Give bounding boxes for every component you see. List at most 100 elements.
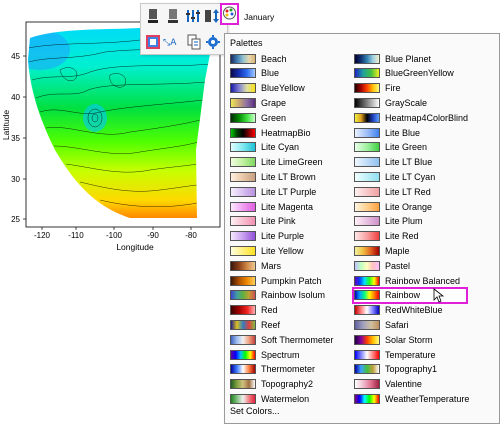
- palette-item[interactable]: Lite Pink: [230, 215, 296, 228]
- palette-swatch: [354, 171, 380, 182]
- palette-item[interactable]: BlueYellow: [230, 82, 305, 95]
- palette-item[interactable]: WeatherTemperature: [354, 392, 469, 405]
- palette-item[interactable]: Lite Magenta: [230, 200, 313, 213]
- palette-label: Lite LT Red: [385, 186, 431, 197]
- palette-label: Lite Yellow: [261, 245, 304, 256]
- palette-item[interactable]: Rainbow Isolum: [230, 289, 325, 302]
- palette-item[interactable]: Lite LT Purple: [230, 185, 316, 198]
- palette-item[interactable]: Mars: [230, 259, 281, 272]
- palette-item[interactable]: Red: [230, 304, 278, 317]
- svg-text:⤡A: ⤡A: [163, 38, 177, 48]
- x-tick-label: -120: [34, 231, 51, 240]
- palette-label: Temperature: [385, 349, 436, 360]
- palette-item[interactable]: RedWhiteBlue: [354, 304, 443, 317]
- palette-swatch: [230, 97, 256, 108]
- palette-item[interactable]: Lite Green: [354, 141, 427, 154]
- palette-label: Lite Purple: [261, 231, 305, 242]
- palette-item[interactable]: Topography2: [230, 378, 313, 391]
- palette-item[interactable]: Thermometer: [230, 363, 315, 376]
- copy-format-icon[interactable]: [185, 33, 202, 50]
- palette-item[interactable]: Topography1: [354, 363, 437, 376]
- palette-swatch: [230, 305, 256, 316]
- set-colors-menu-item[interactable]: Set Colors...: [230, 406, 280, 416]
- palette-swatch: [230, 275, 256, 286]
- palette-swatch: [230, 319, 256, 330]
- palette-label: Blue: [261, 68, 280, 79]
- palette-label: Topography1: [385, 364, 438, 375]
- palette-swatch: [230, 231, 256, 242]
- label-icon[interactable]: ⤡A: [163, 33, 180, 50]
- palette-swatch: [354, 83, 380, 94]
- palette-swatch: [354, 334, 380, 345]
- color-map-icon[interactable]: [144, 33, 161, 50]
- x-axis-title: Longitude: [116, 242, 154, 252]
- settings-icon[interactable]: [204, 33, 221, 50]
- palette-item[interactable]: Lite Orange: [354, 200, 432, 213]
- y-tick-label: 40: [11, 93, 20, 102]
- palette-label: Lite Green: [385, 142, 428, 153]
- palette-item-selected[interactable]: Rainbow: [352, 286, 468, 304]
- palette-item[interactable]: Lite Cyan: [230, 141, 299, 154]
- palette-label: Lite Pink: [261, 216, 296, 227]
- palette-swatch: [230, 290, 256, 301]
- palette-item[interactable]: Watermelon: [230, 392, 309, 405]
- palette-label: Rainbow Balanced: [385, 275, 461, 286]
- palette-item[interactable]: Safari: [354, 318, 409, 331]
- palette-item[interactable]: Temperature: [354, 348, 436, 361]
- palette-swatch: [230, 393, 256, 404]
- x-tick-label: -110: [68, 231, 84, 240]
- palette-item[interactable]: Lite Plum: [354, 215, 423, 228]
- palette-item[interactable]: Rainbow Balanced: [354, 274, 460, 287]
- palette-button[interactable]: [220, 3, 239, 25]
- palette-item[interactable]: Lite LT Red: [354, 185, 431, 198]
- palette-item[interactable]: Fire: [354, 82, 401, 95]
- palette-item[interactable]: Lite LT Blue: [354, 156, 432, 169]
- palette-swatch: [354, 305, 380, 316]
- palette-item[interactable]: Lite LimeGreen: [230, 156, 323, 169]
- palette-item[interactable]: Lite Purple: [230, 230, 304, 243]
- palette-item[interactable]: Maple: [354, 244, 410, 257]
- palette-label: Lite LT Brown: [261, 171, 316, 182]
- palette-item[interactable]: Heatmap4ColorBlind: [354, 111, 468, 124]
- palette-item[interactable]: Soft Thermometer: [230, 333, 333, 346]
- palette-item[interactable]: Lite Yellow: [230, 244, 304, 257]
- scale-icon[interactable]: [203, 7, 220, 24]
- palette-item[interactable]: Lite Blue: [354, 126, 420, 139]
- palette-item[interactable]: Reef: [230, 318, 280, 331]
- palette-menu: Palettes Set Colors... Beach Blue BlueYell…: [224, 33, 500, 424]
- contour-plot[interactable]: -120 -110 -100 -90 -80 45 40 35 30 25 Lo…: [0, 0, 230, 260]
- palette-item[interactable]: Lite LT Cyan: [354, 170, 435, 183]
- levels-icon[interactable]: [184, 7, 201, 24]
- palette-item[interactable]: GrayScale: [354, 96, 427, 109]
- line-color-icon[interactable]: [164, 7, 181, 24]
- palette-label: Maple: [385, 245, 410, 256]
- palette-swatch: [354, 364, 380, 375]
- palette-item[interactable]: Pumpkin Patch: [230, 274, 322, 287]
- palette-item[interactable]: Blue: [230, 67, 279, 80]
- palette-swatch: [230, 349, 256, 360]
- palette-label: HeatmapBio: [261, 127, 311, 138]
- palette-label: Lite Blue: [385, 127, 421, 138]
- palette-item[interactable]: Pastel: [354, 259, 410, 272]
- palette-swatch: [230, 157, 256, 168]
- palette-swatch: [230, 68, 256, 79]
- palette-item[interactable]: Spectrum: [230, 348, 300, 361]
- palette-item[interactable]: Lite Red: [354, 230, 419, 243]
- palette-label: GrayScale: [385, 97, 428, 108]
- palette-swatch: [230, 171, 256, 182]
- palette-item[interactable]: Grape: [230, 96, 286, 109]
- palette-swatch: [354, 260, 380, 271]
- palette-item[interactable]: Lite LT Brown: [230, 170, 316, 183]
- palette-swatch: [354, 68, 380, 79]
- palette-item[interactable]: BlueGreenYellow: [354, 67, 454, 80]
- palette-item[interactable]: Valentine: [354, 378, 422, 391]
- palette-item[interactable]: Solar Storm: [354, 333, 433, 346]
- palette-item[interactable]: Beach: [230, 52, 287, 65]
- palette-label: Lite LT Purple: [261, 186, 317, 197]
- palette-item[interactable]: Blue Planet: [354, 52, 431, 65]
- palette-label: Lite Plum: [385, 216, 423, 227]
- fill-color-icon[interactable]: [144, 7, 161, 24]
- palette-item[interactable]: HeatmapBio: [230, 126, 311, 139]
- y-tick-label: 30: [11, 175, 20, 184]
- palette-item[interactable]: Green: [230, 111, 286, 124]
